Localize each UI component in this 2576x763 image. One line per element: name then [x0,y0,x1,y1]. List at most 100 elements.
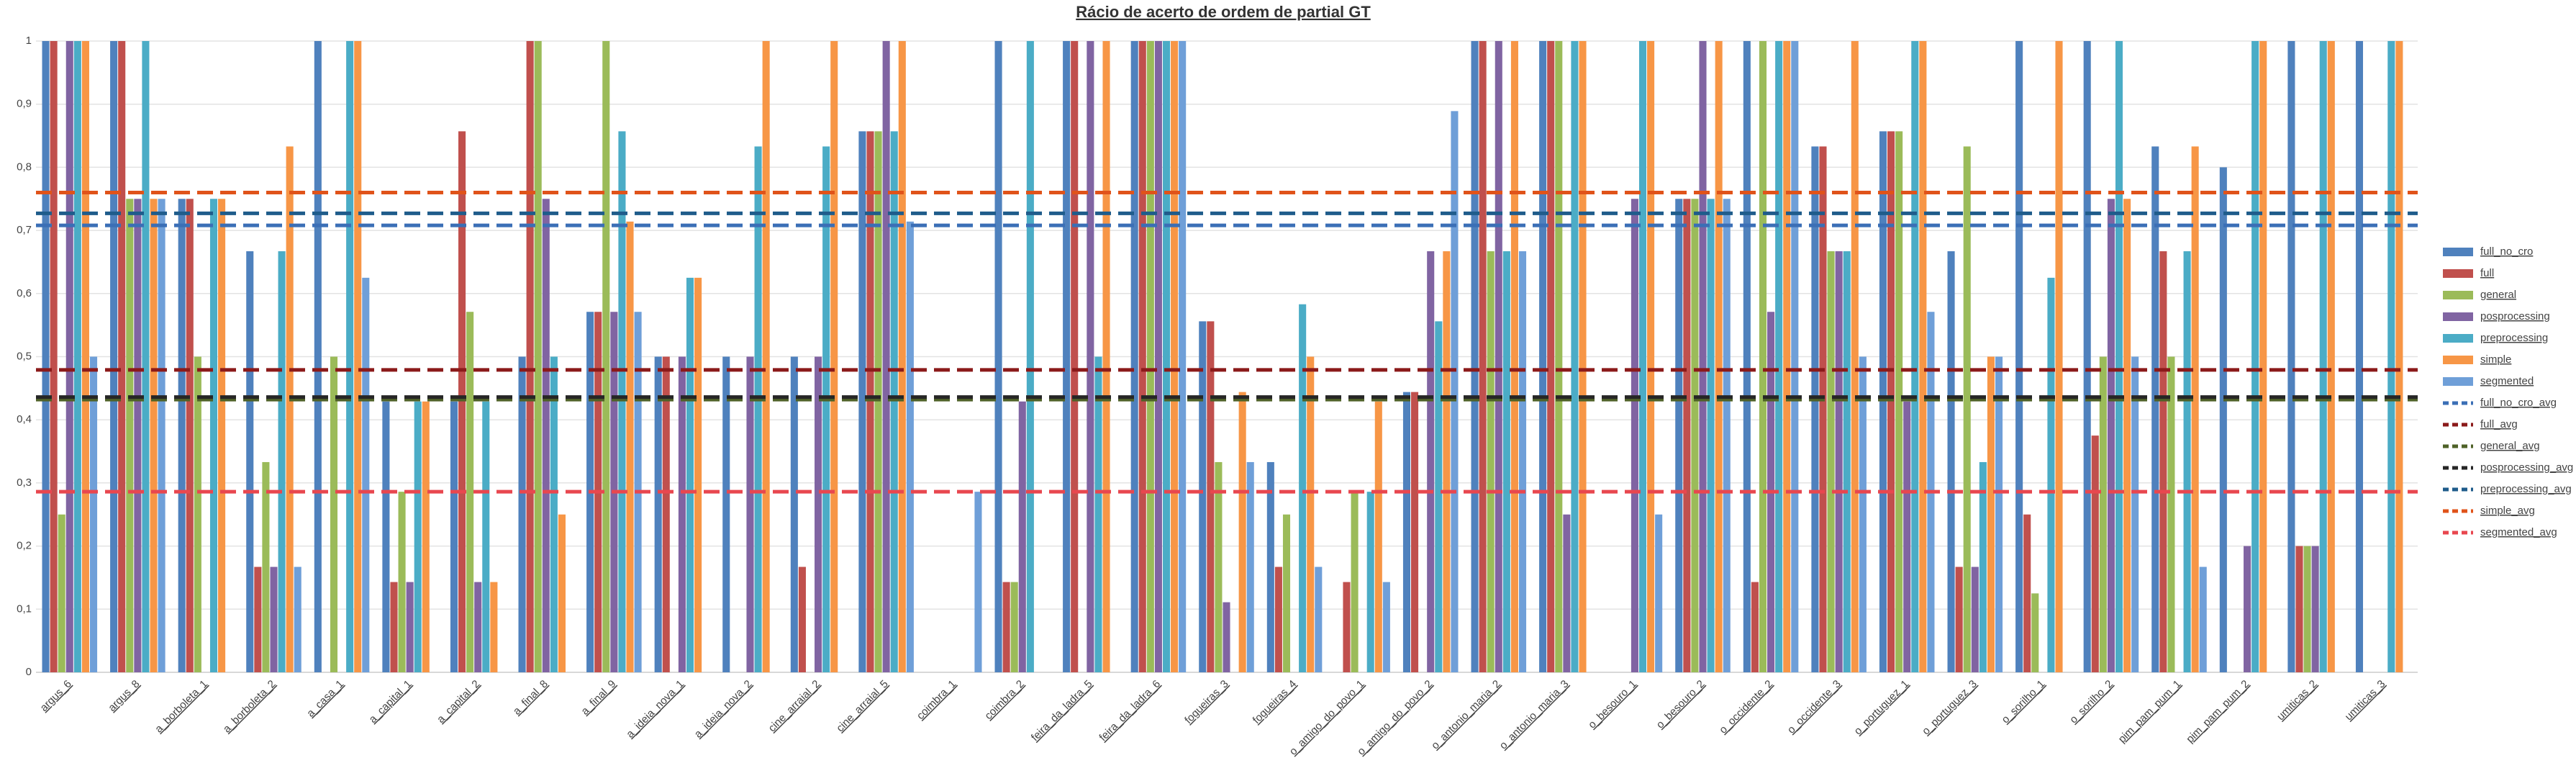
bar [1274,566,1282,672]
x-tick-label: coimbra_2 [982,678,1027,723]
y-tick-label: 0,4 [17,413,32,425]
y-tick-label: 0,2 [17,540,32,552]
x-tick-label: o_antonio_maria_3 [1497,678,1572,752]
bar [2151,146,2159,673]
bar [58,514,65,672]
bar [1094,356,1102,672]
y-tick-label: 0,3 [17,477,32,489]
bar [2355,41,2364,672]
bar [1683,199,1691,672]
bar [994,41,1002,672]
x-tick-label: o_antonio_maria_2 [1429,678,1503,752]
bar [482,401,490,672]
legend-label: general [2480,289,2516,301]
bar [974,492,982,672]
bar [1479,41,1487,672]
x-tick-label: a_borboleta_2 [221,678,278,736]
bar [362,277,370,672]
x-tick-label: o_portuguez_3 [1920,678,1979,738]
bar [2023,514,2031,672]
legend-swatch [2443,356,2473,364]
bar [2055,41,2063,672]
bar [1995,356,2003,672]
bar [1791,41,1799,672]
x-tick-label: cine_arraial_2 [766,678,823,735]
x-tick-label: o_sorilho_1 [2000,678,2048,726]
x-tick-label: argus_6 [38,678,74,714]
bar [314,41,322,672]
bar [1987,356,1995,672]
x-tick-label: a_capital_1 [366,678,414,726]
y-tick-label: 0,6 [17,287,32,299]
x-tick-label: feira_da_ladra_5 [1029,678,1095,744]
bar [1411,392,1419,672]
bar [1282,514,1291,672]
legend-label: full_avg [2480,418,2518,430]
x-tick-label: a_final_8 [511,678,550,718]
bar [1759,41,1767,672]
bar [2287,41,2295,672]
bar [1851,41,1859,672]
bar [73,41,81,672]
bar [390,582,398,672]
bar [2099,356,2107,672]
bar [158,199,165,672]
bar [815,356,822,672]
bar [1691,199,1699,672]
bar [2244,546,2251,672]
bar [2303,546,2311,672]
bar [542,199,550,672]
bar [254,566,262,672]
bar [678,356,686,672]
bar [1955,566,1963,672]
bar [65,41,73,672]
chart-title: Rácio de acerto de ordem de partial GT [1076,3,1371,21]
bar [1502,251,1510,672]
bar [746,356,754,672]
bar [1903,401,1911,672]
legend-label: full_no_cro [2480,245,2533,258]
bar [1811,146,1819,673]
bar [1307,356,1315,672]
x-tick-label: coimbra_1 [915,678,959,723]
x-tick-label: umiticas_3 [2343,678,2388,723]
legend-swatch [2443,269,2473,278]
bar [1087,41,1094,672]
bar [1315,566,1323,672]
bar [1655,514,1663,672]
bar [1647,41,1655,672]
bar [422,401,430,672]
bar [1963,146,1971,673]
bar [1366,492,1374,672]
bar [1451,111,1459,673]
bar [81,41,89,672]
bar [194,356,201,672]
y-tick-label: 0,1 [17,602,32,615]
bar [2091,435,2099,672]
y-tick-label: 0,7 [17,224,32,236]
bar [2015,41,2023,672]
x-tick-label: o_besouro_1 [1586,678,1639,731]
bar [209,199,218,672]
x-tick-label: pim_pam_pum_2 [2184,678,2251,746]
bar [798,566,806,672]
bar [558,514,566,672]
legend-swatch [2443,312,2473,321]
bar [1675,199,1683,672]
bar [246,251,254,672]
x-tick-label: a_ideia_nova_1 [624,678,686,741]
bar [1631,199,1638,672]
bar [186,199,194,672]
bar [1911,41,1919,672]
bar [1402,392,1411,672]
bar [1487,251,1495,672]
bar [1179,41,1187,672]
bar [1026,41,1034,672]
bar [1879,131,1887,672]
bar [406,582,414,672]
bar [1299,304,1307,672]
bar [1518,251,1527,672]
bar [1887,131,1895,672]
bar [534,41,542,672]
legend-label: general_avg [2480,440,2540,452]
